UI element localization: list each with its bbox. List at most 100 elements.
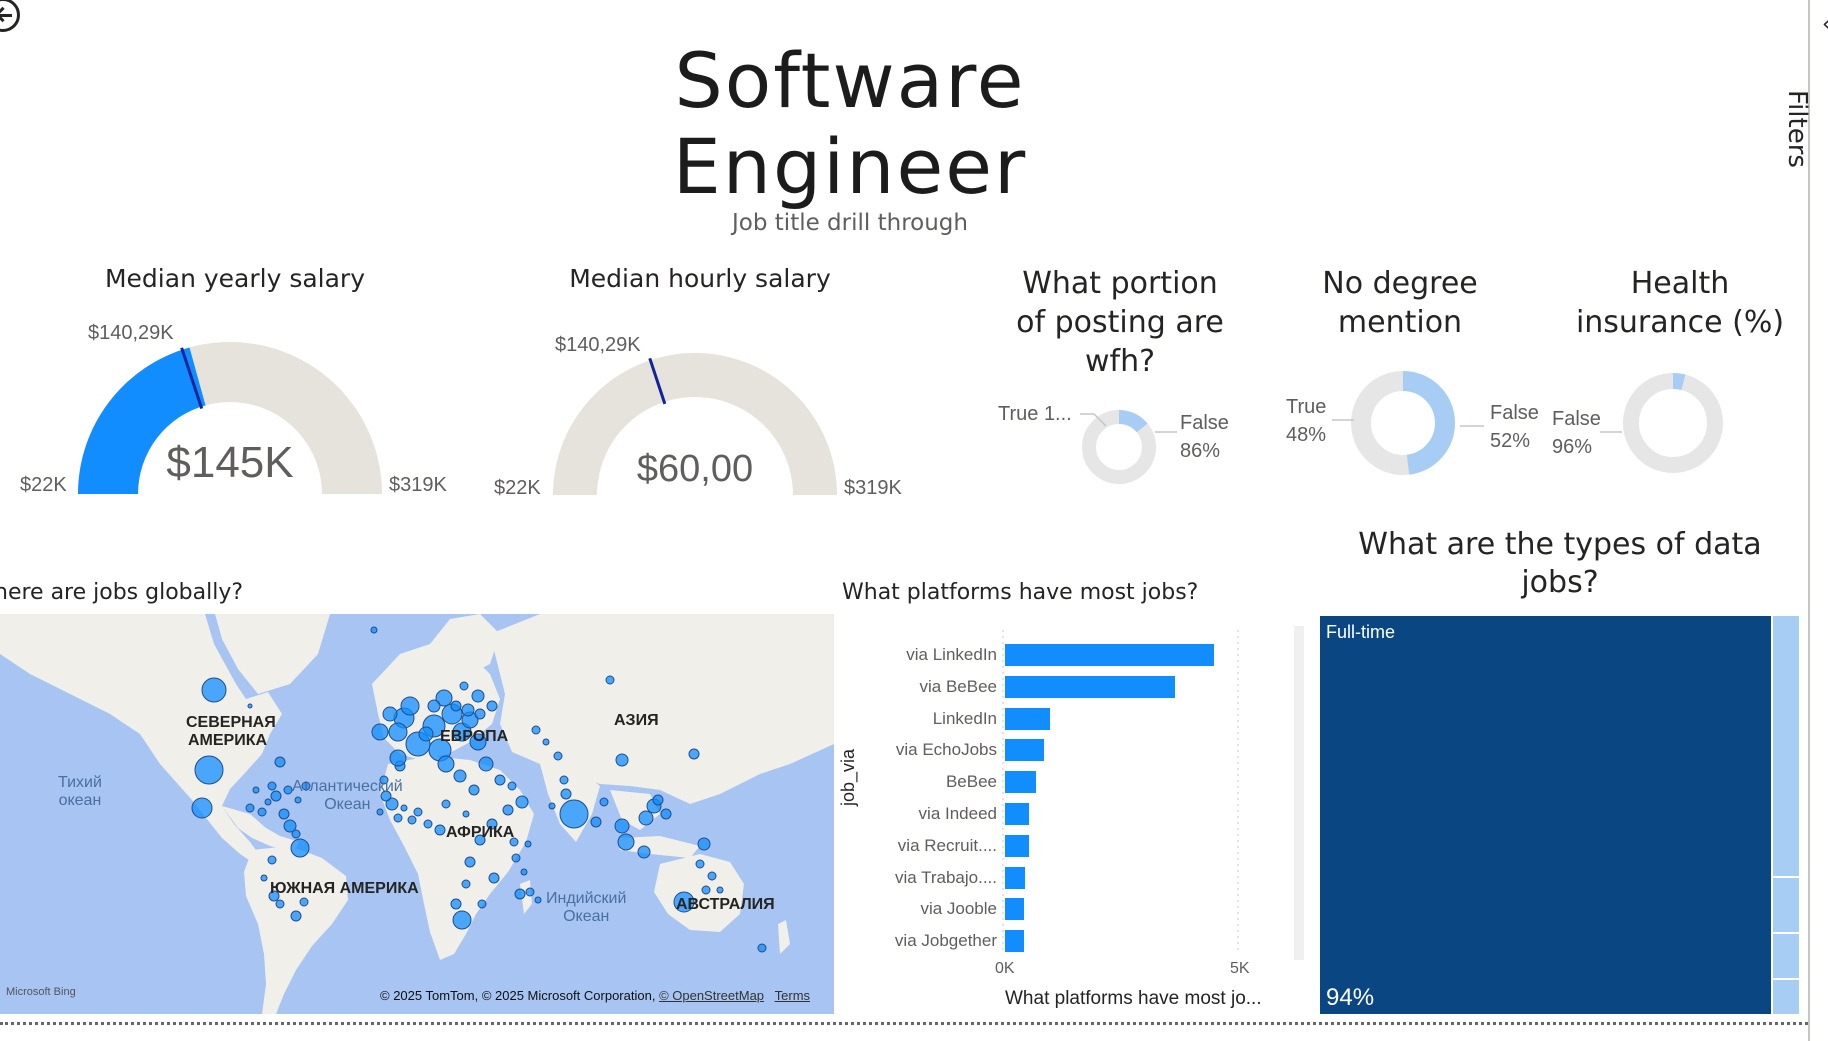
job-location-bubble[interactable] [474, 708, 486, 720]
bar[interactable] [1005, 644, 1215, 666]
job-location-bubble[interactable] [697, 837, 711, 851]
job-location-bubble[interactable] [400, 804, 408, 812]
job-location-bubble[interactable] [488, 872, 500, 884]
job-location-bubble[interactable] [542, 738, 550, 746]
job-location-bubble[interactable] [469, 733, 487, 751]
treemap-full-time[interactable]: Full-time 94% [1320, 616, 1771, 1014]
job-location-bubble[interactable] [462, 810, 470, 818]
job-location-bubble[interactable] [441, 799, 451, 809]
job-location-bubble[interactable] [423, 819, 433, 829]
job-location-bubble[interactable] [274, 756, 286, 768]
job-location-bubble[interactable] [599, 797, 609, 807]
job-location-bubble[interactable] [268, 890, 280, 902]
back-button[interactable] [0, 0, 20, 32]
job-location-bubble[interactable] [388, 722, 408, 742]
job-location-bubble[interactable] [524, 840, 532, 848]
platforms-scrollbar[interactable] [1294, 626, 1304, 960]
job-location-bubble[interactable] [301, 781, 311, 791]
job-location-bubble[interactable] [450, 700, 462, 712]
job-location-bubble[interactable] [283, 785, 293, 795]
job-location-bubble[interactable] [389, 749, 407, 767]
job-location-bubble[interactable] [548, 802, 556, 810]
job-location-bubble[interactable] [371, 723, 389, 741]
job-location-bubble[interactable] [379, 775, 389, 785]
job-location-bubble[interactable] [461, 879, 471, 889]
terms-link[interactable]: Terms [774, 988, 811, 1003]
job-location-bubble[interactable] [688, 748, 700, 760]
job-location-bubble[interactable] [407, 815, 417, 825]
job-location-bubble[interactable] [514, 888, 526, 900]
job-location-bubble[interactable] [194, 755, 224, 785]
job-location-bubble[interactable] [434, 824, 446, 836]
bar[interactable] [1005, 739, 1044, 762]
job-location-bubble[interactable] [270, 790, 282, 802]
job-location-bubble[interactable] [393, 813, 403, 823]
job-location-bubble[interactable] [435, 689, 453, 707]
job-location-bubble[interactable] [257, 807, 267, 817]
job-location-bubble[interactable] [673, 891, 695, 913]
job-location-bubble[interactable] [413, 807, 423, 817]
bar[interactable] [1005, 803, 1030, 825]
job-location-bubble[interactable] [660, 808, 672, 820]
bar[interactable] [1005, 707, 1050, 730]
job-location-bubble[interactable] [559, 799, 589, 829]
map-job-bubbles[interactable] [0, 614, 834, 1014]
job-location-bubble[interactable] [376, 808, 384, 816]
bar[interactable] [1005, 771, 1037, 794]
job-location-bubble[interactable] [459, 681, 469, 691]
health-donut[interactable] [1620, 370, 1726, 476]
job-location-bubble[interactable] [559, 775, 569, 785]
job-location-bubble[interactable] [453, 769, 467, 783]
job-location-bubble[interactable] [267, 781, 277, 791]
job-location-bubble[interactable] [299, 897, 309, 907]
job-location-bubble[interactable] [437, 755, 455, 773]
treemap-tile-3[interactable] [1773, 934, 1799, 978]
job-location-bubble[interactable] [511, 853, 521, 863]
job-location-bubble[interactable] [468, 784, 480, 796]
job-location-bubble[interactable] [290, 838, 310, 858]
filters-label[interactable]: Filters [1782, 90, 1812, 168]
job-location-bubble[interactable] [525, 887, 535, 897]
filters-pane[interactable] [1808, 0, 1828, 1041]
bar[interactable] [1005, 834, 1029, 857]
job-location-bubble[interactable] [267, 855, 277, 865]
job-location-bubble[interactable] [275, 899, 285, 909]
job-location-bubble[interactable] [427, 699, 441, 713]
job-location-bubble[interactable] [695, 859, 705, 869]
treemap-tile-4[interactable] [1773, 980, 1799, 1014]
job-location-bubble[interactable] [461, 703, 475, 717]
job-location-bubble[interactable] [617, 833, 635, 851]
yearly-salary-gauge[interactable] [70, 330, 390, 500]
job-location-bubble[interactable] [478, 756, 494, 772]
job-location-bubble[interactable] [290, 910, 302, 922]
job-location-bubble[interactable] [450, 898, 462, 910]
job-location-bubble[interactable] [520, 868, 528, 876]
job-location-bubble[interactable] [605, 675, 615, 685]
job-location-bubble[interactable] [531, 725, 541, 735]
job-location-bubble[interactable] [553, 751, 563, 761]
job-location-bubble[interactable] [701, 885, 711, 895]
job-location-bubble[interactable] [247, 703, 253, 709]
job-location-bubble[interactable] [252, 786, 260, 794]
job-location-bubble[interactable] [245, 803, 255, 813]
job-location-bubble[interactable] [191, 797, 213, 819]
job-location-bubble[interactable] [278, 808, 290, 820]
bar[interactable] [1005, 866, 1025, 889]
osm-link[interactable]: © OpenStreetMap [659, 988, 765, 1003]
job-location-bubble[interactable] [637, 845, 651, 859]
jobs-map[interactable]: СЕВЕРНАЯ АМЕРИКА ЕВРОПА АЗИЯ АФРИКА ЮЖНА… [0, 614, 834, 1014]
job-location-bubble[interactable] [380, 790, 392, 802]
job-location-bubble[interactable] [294, 796, 302, 804]
job-location-bubble[interactable] [471, 689, 485, 703]
job-location-bubble[interactable] [418, 726, 434, 742]
job-location-bubble[interactable] [264, 798, 272, 806]
job-location-bubble[interactable] [590, 816, 602, 828]
job-location-bubble[interactable] [400, 696, 420, 716]
job-location-bubble[interactable] [452, 910, 472, 930]
bar[interactable] [1005, 898, 1025, 921]
treemap-tile-1[interactable] [1773, 616, 1799, 876]
job-location-bubble[interactable] [260, 874, 268, 882]
job-location-bubble[interactable] [507, 781, 517, 791]
job-location-bubble[interactable] [382, 706, 398, 722]
degree-donut[interactable] [1348, 368, 1458, 478]
